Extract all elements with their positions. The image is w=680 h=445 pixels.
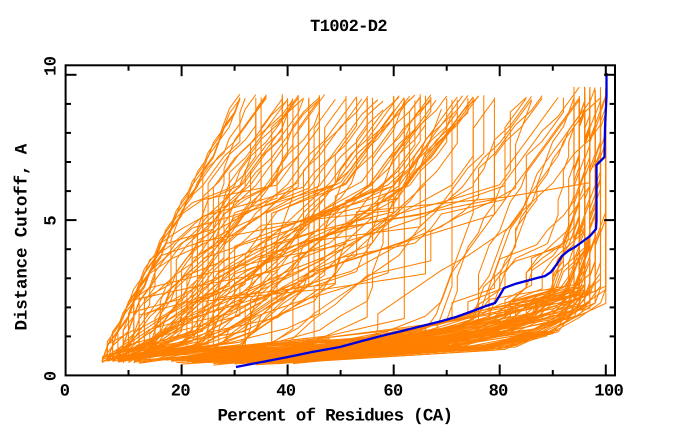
svg-text:Distance Cutoff, A: Distance Cutoff, A	[13, 143, 33, 330]
svg-text:0: 0	[43, 371, 62, 381]
svg-text:100: 100	[594, 382, 623, 401]
svg-text:5: 5	[43, 216, 62, 226]
svg-text:80: 80	[489, 382, 509, 401]
svg-text:0: 0	[60, 382, 70, 401]
svg-text:20: 20	[171, 382, 191, 401]
svg-text:10: 10	[43, 56, 62, 76]
svg-text:40: 40	[276, 382, 296, 401]
svg-text:T1002-D2: T1002-D2	[310, 18, 387, 37]
svg-text:Percent of Residues (CA): Percent of Residues (CA)	[218, 406, 453, 426]
svg-text:60: 60	[383, 382, 403, 401]
